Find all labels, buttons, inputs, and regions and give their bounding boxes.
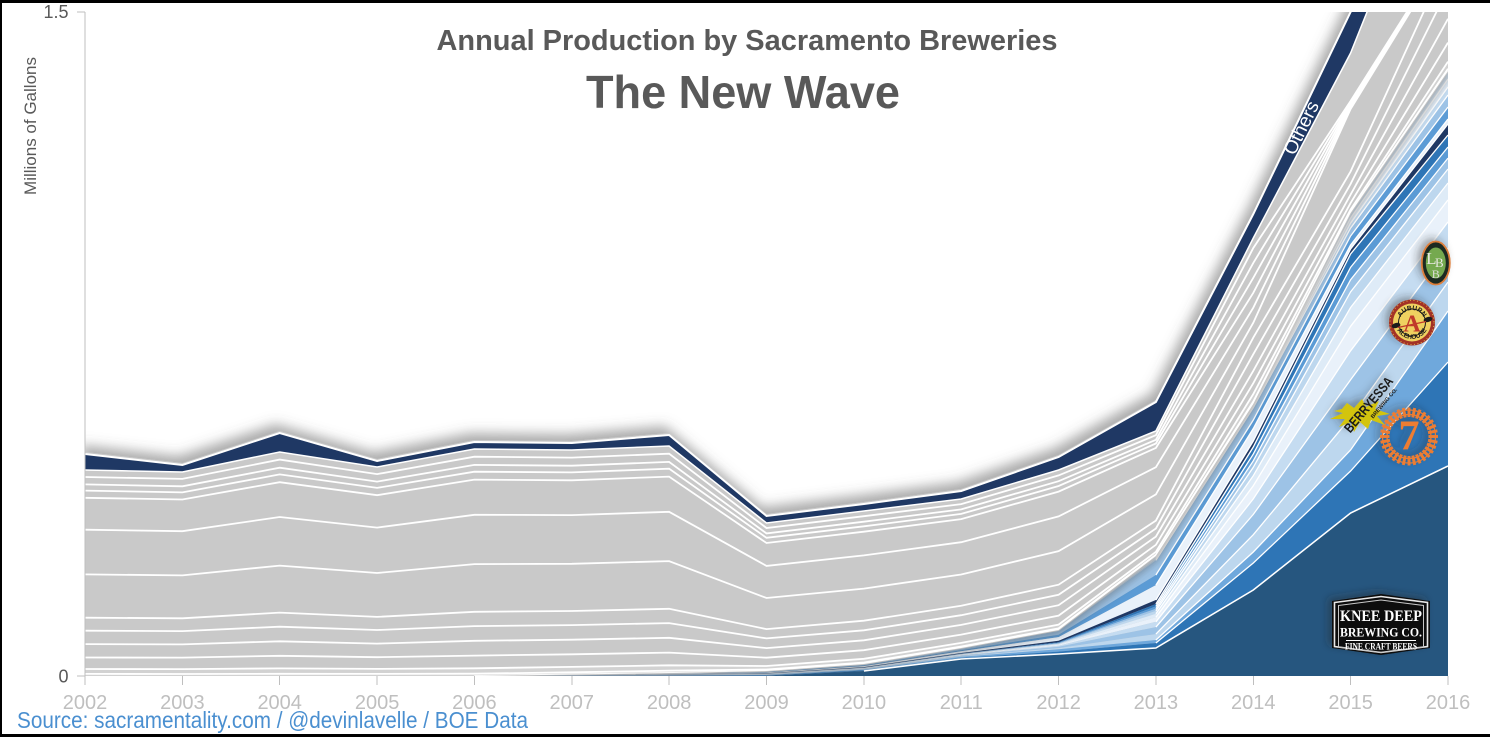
svg-text:A: A [1403,312,1421,338]
svg-text:2015: 2015 [1328,692,1373,714]
svg-text:The New Wave: The New Wave [586,66,900,118]
svg-text:B: B [1435,255,1444,270]
svg-text:L: L [1426,249,1436,268]
svg-text:KNEE DEEP: KNEE DEEP [1340,608,1422,625]
svg-text:2013: 2013 [1134,692,1179,714]
svg-text:2003: 2003 [160,692,205,714]
svg-text:2011: 2011 [940,692,983,714]
svg-text:2005: 2005 [355,692,400,714]
svg-text:2010: 2010 [842,692,887,714]
svg-text:Source: sacramentality.com / @: Source: sacramentality.com / @devinlavel… [17,707,528,733]
svg-text:BREWING CO.: BREWING CO. [1340,625,1422,640]
svg-text:2009: 2009 [744,692,789,714]
svg-text:7: 7 [1399,414,1420,460]
svg-text:2008: 2008 [647,692,692,714]
svg-text:B: B [1432,267,1440,281]
svg-text:AUBURN: AUBURN [1396,305,1427,319]
svg-text:2006: 2006 [452,692,497,714]
svg-text:2002: 2002 [63,692,108,714]
svg-text:2016: 2016 [1426,692,1471,714]
svg-text:2012: 2012 [1036,692,1081,714]
svg-text:2004: 2004 [257,692,302,714]
svg-text:1.5: 1.5 [43,2,68,22]
svg-text:2014: 2014 [1231,692,1276,714]
svg-text:Millions of Gallons: Millions of Gallons [21,57,40,195]
svg-text:FINE CRAFT BEERS: FINE CRAFT BEERS [1345,642,1417,652]
svg-text:Annual Production by Sacrament: Annual Production by Sacramento Brewerie… [437,25,1058,57]
svg-text:2007: 2007 [550,692,595,714]
svg-text:0: 0 [58,667,68,687]
